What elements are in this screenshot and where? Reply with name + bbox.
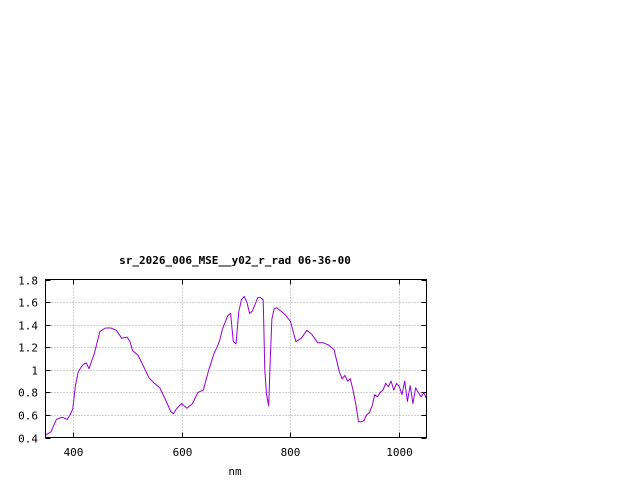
y-tick-label: 1.6 (18, 297, 38, 310)
y-tick-label: 0.4 (18, 433, 38, 446)
y-tick-label: 1 (31, 365, 38, 378)
x-tick-label: 600 (173, 446, 193, 459)
y-tick-label: 1.2 (18, 342, 38, 355)
series-line (45, 295, 427, 436)
chart-title: sr_2026_006_MSE__y02_r_rad 06-36-00 (119, 254, 351, 267)
x-tick-label: 400 (64, 446, 84, 459)
x-tick-label: 800 (281, 446, 301, 459)
y-tick-label: 0.6 (18, 410, 38, 423)
y-tick-label: 1.4 (18, 320, 38, 333)
axis-ticks (45, 279, 427, 439)
tick-labels: 0.4 0.6 0.8 1 1.2 1.4 1.6 1.8 400 600 800 1000 (18, 275, 413, 460)
y-tick-label: 1.8 (18, 275, 38, 288)
x-axis-label: nm (228, 465, 242, 478)
series-layer (45, 295, 427, 436)
y-tick-label: 0.8 (18, 387, 38, 400)
plot-frame (45, 279, 427, 438)
x-tick-label: 1000 (386, 446, 413, 459)
grid-lines (45, 279, 427, 438)
